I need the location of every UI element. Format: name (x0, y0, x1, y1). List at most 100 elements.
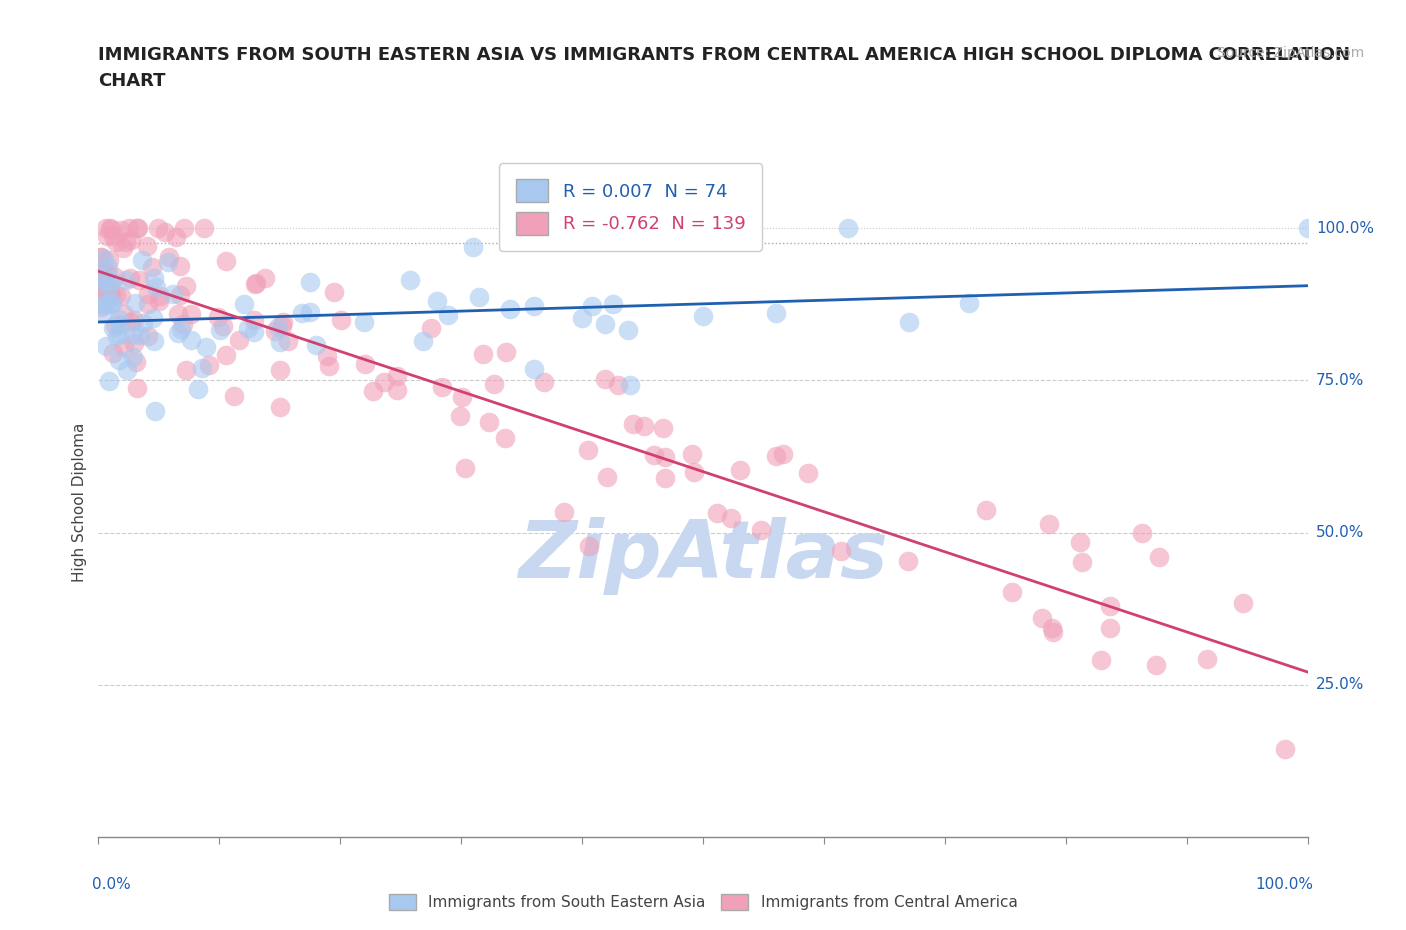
Point (98, 220, 121, 235)
Point (1147, 550, 1170, 565)
Text: ZipAtlas: ZipAtlas (517, 517, 889, 595)
Point (93, 306, 115, 321)
Point (105, 328, 128, 343)
Point (90, 284, 112, 299)
Point (108, 312, 131, 326)
Point (93, 275, 115, 290)
Point (830, 544, 852, 559)
Point (212, 319, 235, 334)
Point (98, 279, 121, 294)
Point (897, 314, 920, 329)
Point (1195, 652, 1218, 667)
Point (100, 273, 122, 288)
Point (101, 320, 124, 335)
Point (90, 250, 112, 265)
Point (103, 345, 125, 360)
Point (169, 287, 191, 302)
Point (91, 275, 114, 290)
Point (373, 375, 395, 390)
Point (110, 326, 132, 341)
Legend: Immigrants from South Eastern Asia, Immigrants from Central America: Immigrants from South Eastern Asia, Immi… (382, 888, 1024, 916)
Point (581, 299, 603, 313)
Point (110, 317, 132, 332)
Point (91, 268, 114, 283)
Point (484, 377, 506, 392)
Point (167, 326, 190, 340)
Point (451, 390, 474, 405)
Point (242, 324, 264, 339)
Point (100, 297, 122, 312)
Point (619, 378, 641, 392)
Point (100, 287, 122, 302)
Point (187, 381, 209, 396)
Point (1038, 517, 1060, 532)
Point (93, 252, 115, 267)
Point (643, 447, 665, 462)
Point (104, 234, 127, 249)
Point (207, 310, 229, 325)
Point (437, 308, 460, 323)
Point (749, 523, 772, 538)
Point (104, 270, 127, 285)
Point (124, 312, 146, 327)
Point (162, 286, 184, 301)
Point (96, 229, 118, 244)
Point (607, 378, 630, 392)
Point (111, 241, 134, 256)
Point (118, 220, 141, 235)
Point (533, 375, 555, 390)
Point (271, 318, 294, 333)
Point (765, 448, 787, 463)
Point (112, 306, 135, 321)
Point (195, 339, 218, 354)
Point (127, 220, 149, 235)
Point (180, 332, 202, 347)
Point (897, 553, 920, 568)
Point (120, 314, 142, 329)
Point (354, 356, 377, 371)
Point (1144, 658, 1167, 672)
Point (190, 361, 212, 376)
Point (90, 299, 112, 314)
Point (120, 232, 142, 247)
Point (128, 327, 150, 342)
Point (1071, 554, 1094, 569)
Point (772, 446, 794, 461)
Point (101, 296, 124, 311)
Point (112, 339, 135, 354)
Point (143, 334, 166, 349)
Point (91, 283, 114, 298)
Point (553, 504, 575, 519)
Text: Source: ZipAtlas.com: Source: ZipAtlas.com (1216, 46, 1364, 60)
Point (115, 363, 138, 378)
Point (198, 358, 221, 373)
Text: 75.0%: 75.0% (1316, 373, 1364, 388)
Point (254, 271, 277, 286)
Point (208, 323, 231, 338)
Point (215, 254, 238, 269)
Point (477, 415, 499, 430)
Point (681, 446, 703, 461)
Point (318, 359, 340, 374)
Point (170, 322, 193, 337)
Point (222, 389, 245, 404)
Point (463, 239, 485, 254)
Point (93, 272, 115, 286)
Point (1040, 620, 1063, 635)
Point (136, 238, 159, 253)
Point (1232, 595, 1254, 610)
Point (145, 279, 167, 294)
Point (98, 252, 121, 267)
Point (228, 333, 250, 348)
Point (121, 350, 143, 365)
Point (125, 354, 148, 369)
Point (654, 471, 676, 485)
Point (215, 347, 238, 362)
Point (593, 316, 616, 331)
Point (728, 463, 751, 478)
Point (593, 372, 616, 387)
Point (243, 312, 266, 327)
Point (127, 380, 149, 395)
Point (797, 466, 820, 481)
Point (131, 253, 153, 268)
